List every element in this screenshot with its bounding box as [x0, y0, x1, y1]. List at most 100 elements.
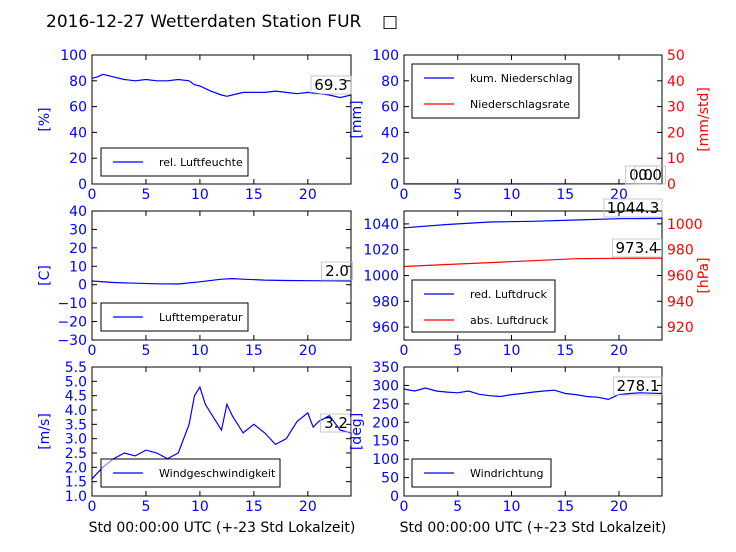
x-axis-label-right: Std 00:00:00 UTC (+-23 Std Lokalzeit): [400, 520, 667, 536]
value-annotation: 278.1: [617, 377, 660, 395]
y-tick-label: 0: [78, 177, 87, 193]
axes-frame-humidity: [91, 54, 352, 185]
legend-label: kum. Niederschlag: [470, 72, 573, 85]
y-tick-label: 50: [381, 471, 399, 487]
y-tick-label: 5.0: [65, 374, 87, 390]
x-tick-label: 0: [88, 343, 97, 359]
y-tick-label: 30: [69, 222, 87, 238]
legend-label: abs. Luftdruck: [470, 314, 549, 327]
y2-tick-label: 30: [667, 100, 685, 116]
x-tick-label: 20: [299, 499, 317, 515]
x-tick-label: 20: [610, 343, 628, 359]
legend-label: red. Luftdruck: [470, 288, 547, 301]
y-tick-label: 1000: [363, 269, 399, 285]
panel-humidity: 0 5 10 15 20 0 20 40 60 80 100 [%] rel. Luftfeuchte 6…: [37, 48, 352, 203]
y-tick-label: 5.5: [65, 360, 87, 376]
legend-label: Niederschlagsrate: [470, 98, 570, 111]
y-tick-label: 100: [372, 48, 399, 64]
x-tick-label: 15: [245, 343, 263, 359]
x-tick-label: 20: [299, 343, 317, 359]
y-tick-label: 0: [390, 489, 399, 505]
legend-box: [411, 63, 580, 119]
y-tick-label: 2.0: [65, 460, 87, 476]
x-tick-label: 0: [400, 187, 409, 203]
y-tick-label: 10: [69, 259, 87, 275]
y-axis-label: [C]: [37, 265, 53, 286]
y-tick-label: −10: [57, 296, 87, 312]
value-annotation: 973.4: [616, 239, 659, 257]
y-tick-label: 960: [372, 320, 399, 336]
y-tick-label: 20: [381, 151, 399, 167]
x-tick-label: 15: [556, 343, 574, 359]
x-tick-label: 10: [191, 343, 209, 359]
y-tick-label: 4.0: [65, 403, 87, 419]
value-annotation: 0.0: [638, 166, 662, 184]
value-annotation-box: [603, 198, 663, 218]
y-tick-label: −20: [57, 315, 87, 331]
y2-tick-label: 940: [667, 294, 694, 310]
x-tick-label: 5: [141, 499, 150, 515]
y-tick-label: 60: [69, 100, 87, 116]
legend-box: [411, 279, 556, 333]
series-line-temperature-0: [92, 277, 351, 285]
x-tick-label: 15: [245, 187, 263, 203]
y2-axis-label: [mm/std]: [696, 87, 712, 152]
value-annotation-box: [634, 165, 666, 185]
axes-frame-precip: [403, 54, 663, 185]
x-tick-label: 0: [88, 187, 97, 203]
value-annotation-box: [310, 75, 352, 95]
x-tick-label: 0: [400, 499, 409, 515]
y2-tick-label: 0: [667, 177, 676, 193]
legend-humidity: rel. Luftfeuchte: [100, 147, 249, 177]
y-tick-label: 40: [69, 125, 87, 141]
y-tick-label: 0: [390, 177, 399, 193]
series-line-pressure-0: [404, 217, 662, 229]
legend-wind-speed: Windgeschwindigkeit: [100, 458, 281, 488]
y-tick-label: 4.5: [65, 389, 87, 405]
y-tick-label: 80: [381, 74, 399, 90]
y-tick-label: 3.0: [65, 432, 87, 448]
value-annotation-box: [320, 413, 352, 433]
y-tick-label: 0: [78, 278, 87, 294]
x-tick-label: 5: [141, 187, 150, 203]
y-tick-label: 80: [69, 74, 87, 90]
y2-tick-label: 10: [667, 151, 685, 167]
x-tick-label: 10: [503, 187, 521, 203]
y-tick-label: −30: [57, 333, 87, 349]
x-tick-label: 5: [453, 187, 462, 203]
y-tick-label: 20: [69, 151, 87, 167]
x-tick-label: 5: [453, 343, 462, 359]
y-tick-label: 2.5: [65, 446, 87, 462]
x-tick-label: 20: [610, 499, 628, 515]
panel-wind-speed: 0 5 10 15 20 1.01.52.02.53.03.54.04.55.05.5 [m…: [37, 360, 352, 515]
y2-tick-label: 980: [667, 243, 694, 259]
y-axis-label: [m/s]: [37, 413, 53, 450]
y-axis-label: [deg]: [349, 413, 365, 450]
y-tick-label: 200: [372, 415, 399, 431]
y-tick-label: 980: [372, 294, 399, 310]
value-annotation: 2.0: [325, 262, 349, 280]
y-tick-label: 40: [381, 125, 399, 141]
panel-temperature: 0 5 10 15 20 −30 −20 −10 0 10 20 30 40 [C] Lufttempera…: [37, 204, 353, 359]
y-tick-label: 40: [69, 204, 87, 220]
x-tick-label: 0: [88, 499, 97, 515]
x-tick-label: 5: [141, 343, 150, 359]
axes-frame-temperature: [91, 210, 352, 341]
y2-tick-label: 960: [667, 269, 694, 285]
value-annotation: 1044.3: [607, 199, 660, 217]
y2-tick-label: 1000: [667, 217, 703, 233]
y2-tick-label: 40: [667, 74, 685, 90]
x-tick-label: 5: [453, 499, 462, 515]
title-missing-glyph: □: [382, 12, 398, 32]
value-annotation-box: [612, 238, 662, 258]
legend-precip: kum. Niederschlag Niederschlagsrate: [411, 63, 580, 119]
y-axis-label: [mm]: [349, 100, 365, 138]
y-tick-label: 150: [372, 434, 399, 450]
y2-tick-label: 50: [667, 48, 685, 64]
y-tick-label: 1.5: [65, 475, 87, 491]
y-tick-label: 100: [372, 452, 399, 468]
x-tick-label: 10: [503, 343, 521, 359]
legend-temperature: Lufttemperatur: [100, 302, 249, 332]
